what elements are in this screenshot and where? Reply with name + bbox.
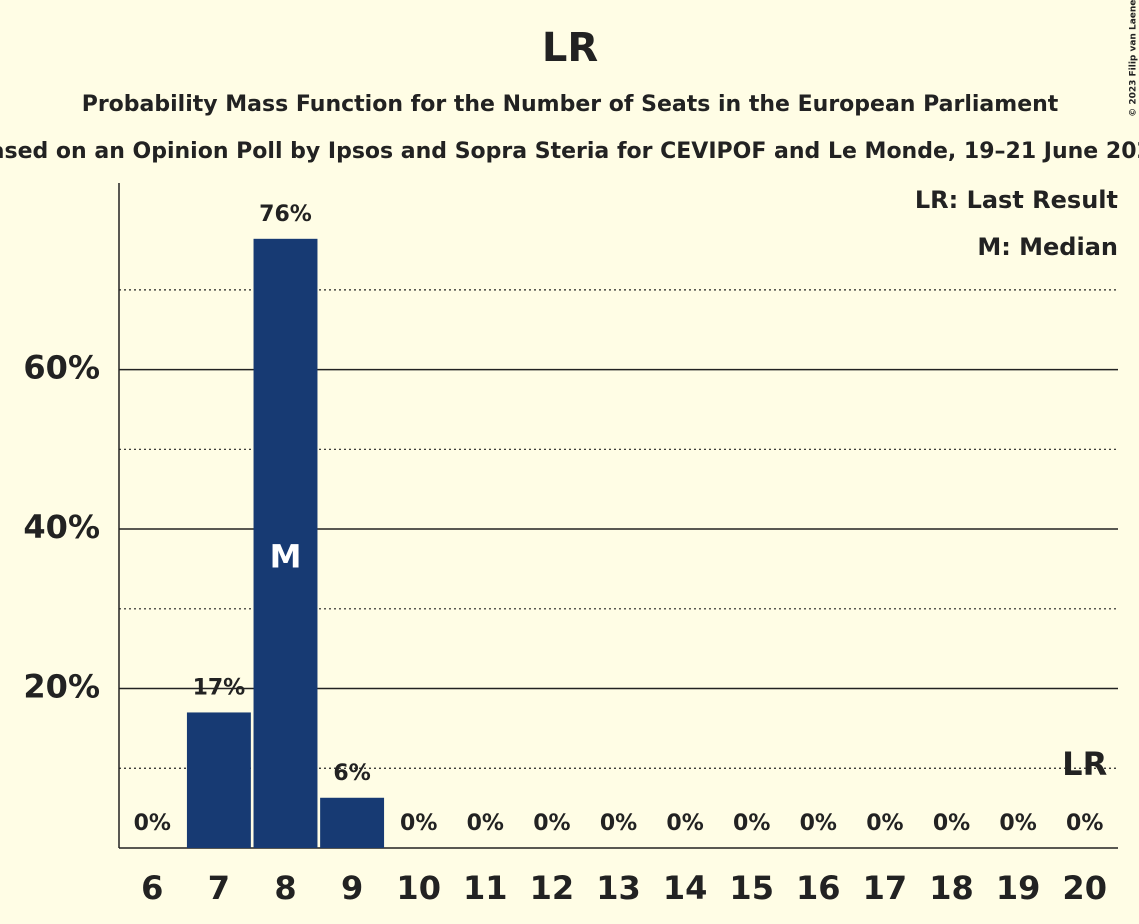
value-label: 0% <box>866 811 903 836</box>
x-tick-label: 11 <box>463 869 508 907</box>
value-label: 0% <box>999 811 1036 836</box>
bar <box>253 238 318 848</box>
x-tick-label: 8 <box>274 869 296 907</box>
x-tick-label: 17 <box>863 869 908 907</box>
legend-entry: M: Median <box>977 233 1118 261</box>
median-marker: M <box>270 537 302 575</box>
value-label: 0% <box>666 811 703 836</box>
x-tick-label: 13 <box>596 869 641 907</box>
x-tick-label: 18 <box>929 869 974 907</box>
x-tick-label: 12 <box>530 869 575 907</box>
value-label: 0% <box>400 811 437 836</box>
value-label: 76% <box>259 202 312 227</box>
chart-subtitle: Probability Mass Function for the Number… <box>82 92 1059 117</box>
bar <box>186 712 251 848</box>
x-tick-label: 7 <box>208 869 230 907</box>
value-label: 0% <box>600 811 637 836</box>
value-label: 0% <box>467 811 504 836</box>
value-label: 0% <box>933 811 970 836</box>
value-label: 0% <box>134 811 171 836</box>
last-result-marker: LR <box>1062 745 1107 783</box>
value-label: 0% <box>1066 811 1103 836</box>
y-tick-label: 60% <box>23 349 100 387</box>
chart-subtitle: Based on an Opinion Poll by Ipsos and So… <box>0 139 1139 164</box>
value-label: 0% <box>800 811 837 836</box>
bar <box>320 797 385 848</box>
y-tick-label: 40% <box>23 508 100 546</box>
x-tick-label: 19 <box>996 869 1041 907</box>
x-tick-label: 10 <box>396 869 441 907</box>
x-tick-label: 20 <box>1062 869 1107 907</box>
y-tick-label: 20% <box>23 668 100 706</box>
x-tick-label: 15 <box>729 869 774 907</box>
x-tick-label: 6 <box>141 869 163 907</box>
value-label: 17% <box>193 675 246 700</box>
chart-title: LR <box>542 25 598 71</box>
x-tick-label: 14 <box>663 869 708 907</box>
copyright: © 2023 Filip van Laenen <box>1129 0 1139 117</box>
x-tick-label: 9 <box>341 869 363 907</box>
value-label: 0% <box>733 811 770 836</box>
value-label: 0% <box>533 811 570 836</box>
x-tick-label: 16 <box>796 869 841 907</box>
legend-entry: LR: Last Result <box>915 186 1118 214</box>
value-label: 6% <box>333 761 370 786</box>
